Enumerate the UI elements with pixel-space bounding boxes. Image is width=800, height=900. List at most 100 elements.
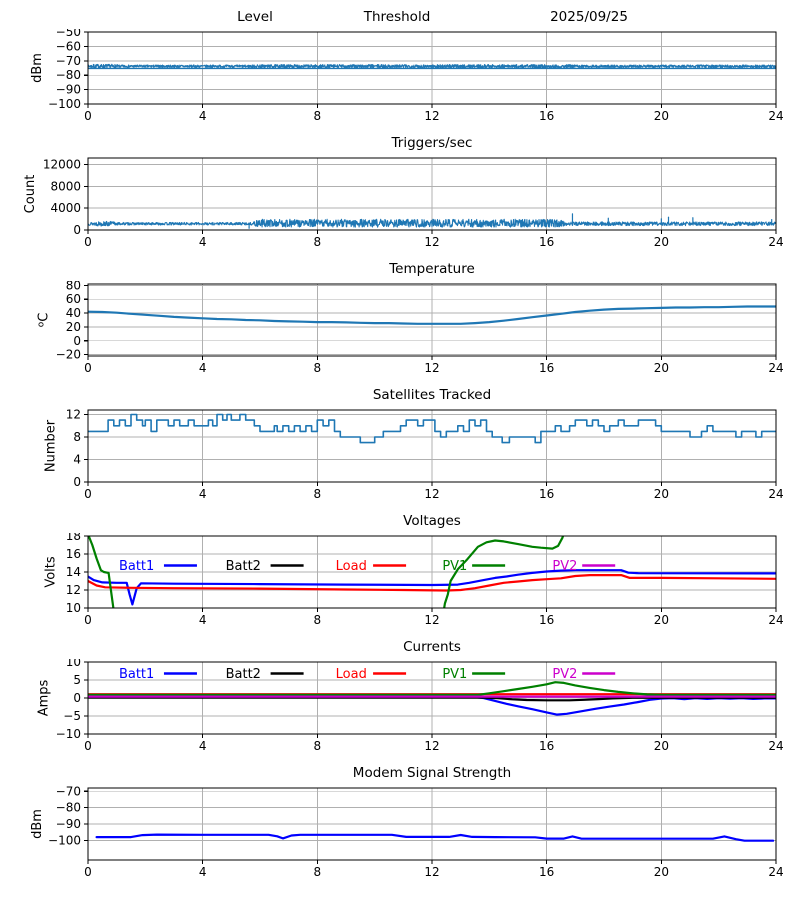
ticks [84, 31, 777, 108]
x-tick-label: 4 [199, 109, 207, 123]
y-tick-label: 16 [66, 547, 81, 561]
satellites-title: Satellites Tracked [372, 387, 492, 403]
series-PV1 [88, 681, 776, 696]
y-tick-label: −80 [56, 801, 81, 815]
y-tick-label: −10 [56, 727, 81, 741]
x-tick-label: 20 [654, 613, 669, 627]
gridlines [88, 536, 776, 608]
series-Load [88, 573, 776, 592]
satellites-chart: 0 4 8 12 16 20 24 0 4 8 12 Number [43, 408, 783, 502]
y-tick-label: −80 [56, 68, 81, 82]
x-tick-label: 4 [199, 235, 207, 249]
x-tick-label: 24 [768, 739, 783, 753]
x-tick-label: 4 [199, 361, 207, 375]
x-tick-label: 0 [84, 739, 92, 753]
series-group [88, 213, 776, 229]
series-group [88, 536, 776, 608]
x-tick-label: 8 [314, 361, 322, 375]
x-tick-label: 0 [84, 109, 92, 123]
series-group [88, 413, 776, 444]
currents-chart: 0 4 8 12 16 20 24 −10 −5 0 5 10 Amps Batt1 Batt2 Load PV… [37, 659, 784, 753]
y-tick-label: 18 [66, 533, 81, 543]
x-tick-label: 0 [84, 361, 92, 375]
y-tick-label: 8000 [50, 179, 81, 193]
threshold-title: Threshold [363, 9, 431, 25]
x-tick-label: 16 [539, 613, 554, 627]
legend-label-PV1: PV1 [442, 667, 467, 682]
y-tick-label: 10 [66, 601, 81, 615]
y-axis-label: dBm [30, 809, 45, 839]
y-tick-label: 12 [66, 408, 81, 422]
x-tick-label: 8 [314, 109, 322, 123]
x-tick-label: 16 [539, 361, 554, 375]
panel-satellites: Satellites Tracked 0 4 8 12 16 20 24 0 4 8 12 Numbe… [0, 383, 800, 509]
series-Signal [95, 833, 775, 842]
triggers-chart: 0 4 8 12 16 20 24 0 4000 8000 12000 Count [23, 157, 784, 249]
panel-modem: Modem Signal Strength 0 4 8 12 16 20 24 −70 −80 −… [0, 761, 800, 887]
date-label: 2025/09/25 [550, 9, 628, 25]
x-tick-label: 0 [84, 613, 92, 627]
x-tick-label: 24 [768, 361, 783, 375]
legend-label-Load: Load [336, 559, 367, 574]
y-tick-label: 0 [73, 475, 81, 489]
y-tick-label: 60 [66, 292, 81, 306]
x-tick-label: 12 [424, 487, 439, 501]
ticks [84, 284, 777, 360]
x-tick-label: 8 [314, 235, 322, 249]
x-tick-label: 16 [539, 235, 554, 249]
voltages-title: Voltages [403, 513, 461, 529]
gridlines [88, 284, 776, 356]
triggers-title: Triggers/sec [391, 135, 473, 151]
y-tick-label: 14 [66, 565, 81, 579]
x-tick-label: 24 [768, 865, 783, 879]
series-group [88, 63, 776, 70]
x-tick-label: 12 [424, 613, 439, 627]
y-tick-label: −90 [56, 817, 81, 831]
y-tick-label: 10 [66, 659, 81, 669]
x-tick-label: 16 [539, 739, 554, 753]
series-Batt2 [88, 696, 776, 702]
y-axis-label: oC [37, 313, 52, 328]
x-tick-label: 0 [84, 865, 92, 879]
x-tick-label: 4 [199, 739, 207, 753]
y-tick-label: −5 [63, 709, 81, 723]
legend-label-PV2: PV2 [552, 559, 577, 574]
gridlines [88, 788, 776, 860]
legend-label-Load: Load [336, 667, 367, 682]
ticks [84, 163, 777, 234]
x-tick-label: 12 [424, 235, 439, 249]
series-Temperature [88, 305, 776, 325]
y-tick-label: 5 [73, 673, 81, 687]
voltages-chart: 0 4 8 12 16 20 24 10 12 14 16 18 Volts Batt1 Batt2 Load… [43, 533, 783, 627]
series-group [88, 681, 776, 716]
legend-label-PV2: PV2 [552, 667, 577, 682]
gridlines [88, 410, 776, 482]
legend-label-Batt2: Batt2 [226, 559, 261, 574]
series-group [95, 833, 775, 842]
legend-label-Batt1: Batt1 [119, 559, 154, 574]
modem-title: Modem Signal Strength [352, 765, 512, 781]
temperature-title: Temperature [389, 261, 475, 277]
x-tick-label: 8 [314, 613, 322, 627]
panel-currents: Currents 0 4 8 12 16 20 24 −10 −5 0 5 10 Amps Batt1 Ba… [0, 635, 800, 761]
x-tick-label: 24 [768, 487, 783, 501]
x-tick-label: 8 [314, 739, 322, 753]
y-tick-label: 80 [66, 281, 81, 292]
x-tick-label: 4 [199, 865, 207, 879]
x-tick-label: 8 [314, 865, 322, 879]
x-tick-label: 12 [424, 739, 439, 753]
y-axis-label: Count [23, 175, 38, 214]
x-tick-label: 12 [424, 109, 439, 123]
ticks [84, 661, 777, 738]
legend-label-Batt2: Batt2 [226, 667, 261, 682]
y-tick-label: 0 [73, 691, 81, 705]
gridlines [88, 32, 776, 104]
y-tick-label: −50 [56, 29, 81, 39]
x-tick-label: 12 [424, 361, 439, 375]
y-tick-label: −100 [48, 833, 81, 847]
y-axis-label: dBm [30, 53, 45, 83]
y-axis-label: Number [43, 419, 58, 472]
x-tick-label: 24 [768, 109, 783, 123]
